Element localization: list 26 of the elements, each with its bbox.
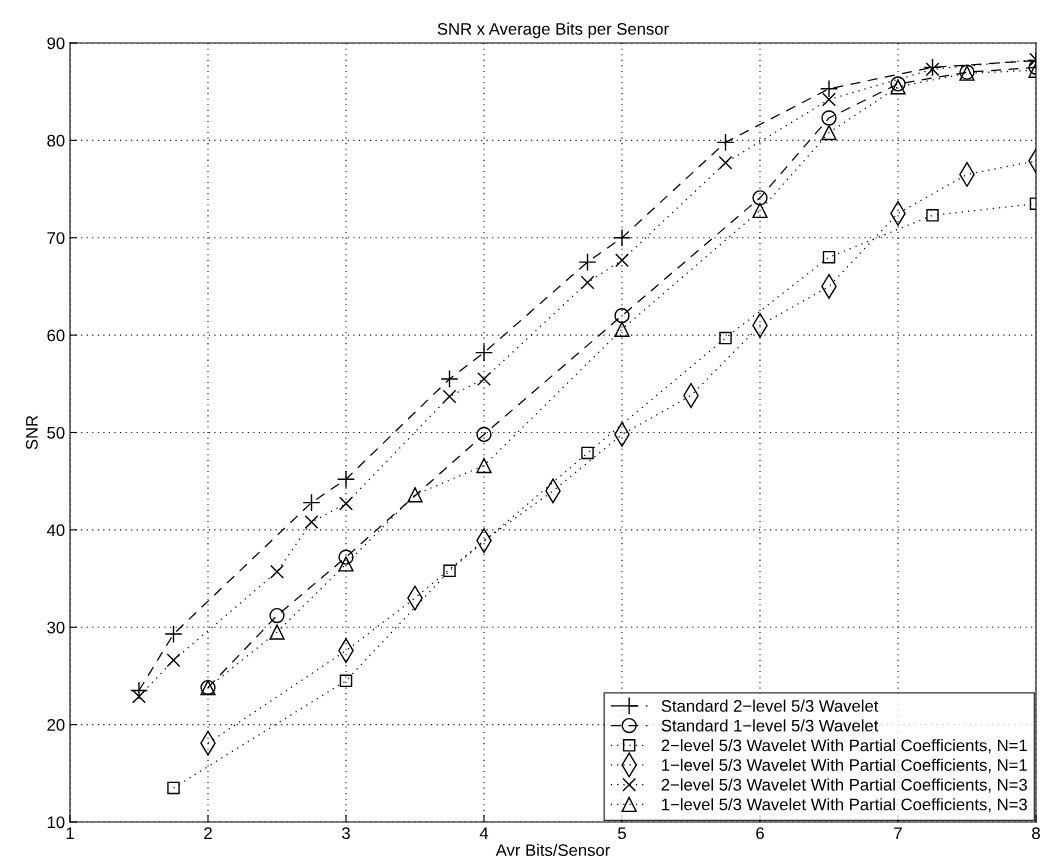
legend-label: 1−level 5/3 Wavelet With Partial Coefficients, N=1 bbox=[662, 758, 1027, 773]
y-tick-label: 30 bbox=[47, 621, 65, 634]
x-tick-label: 5 bbox=[618, 827, 626, 840]
x-tick-label: 4 bbox=[479, 827, 489, 839]
y-tick-label: 10 bbox=[47, 816, 65, 829]
x-tick-label: 8 bbox=[1032, 827, 1040, 840]
y-tick-label: 60 bbox=[47, 329, 65, 342]
legend-label: 1−level 5/3 Wavelet With Partial Coefficients, N=3 bbox=[662, 798, 1027, 813]
x-axis-title: Avr Bits/Sensor bbox=[495, 843, 610, 857]
legend-label: 2−level 5/3 Wavelet With Partial Coefficients, N=1 bbox=[661, 739, 1027, 754]
chart-title: SNR x Average Bits per Sensor bbox=[437, 22, 669, 39]
y-tick-label: 80 bbox=[47, 134, 65, 147]
y-tick-label: 20 bbox=[47, 719, 65, 731]
x-tick-label: 6 bbox=[756, 827, 764, 840]
y-tick-label: 70 bbox=[47, 232, 65, 244]
y-tick-label: 50 bbox=[47, 426, 65, 439]
x-tick-label: 1 bbox=[66, 827, 74, 839]
y-tick-label: 40 bbox=[46, 524, 65, 537]
legend-label: Standard 1−level 5/3 Wavelet bbox=[661, 719, 879, 732]
y-tick-label: 90 bbox=[47, 37, 65, 50]
legend-label: 2−level 5/3 Wavelet With Partial Coefficients, N=3 bbox=[661, 778, 1027, 793]
x-tick-label: 2 bbox=[204, 827, 212, 839]
y-axis-title: SNR bbox=[25, 415, 38, 450]
x-tick-label: 7 bbox=[894, 827, 902, 839]
legend-label: Standard 2−level 5/3 Wavelet bbox=[661, 699, 879, 712]
x-tick-label: 3 bbox=[342, 827, 350, 840]
